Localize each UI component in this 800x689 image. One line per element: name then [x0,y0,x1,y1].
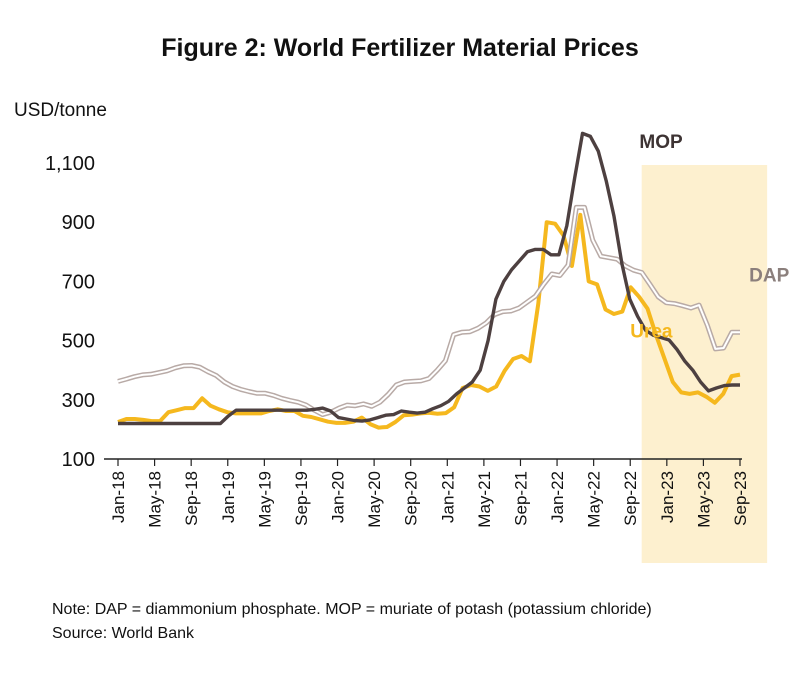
chart-source: Source: World Bank [52,625,194,642]
y-tick-label: 1,100 [45,153,95,175]
series-label-urea: Urea [630,322,673,343]
forecast-highlight-region [641,165,768,563]
y-tick-label: 300 [62,390,95,412]
x-tick-label: May-18 [146,471,165,528]
x-tick-label: Sep-21 [511,471,530,526]
series-line-urea [117,212,741,430]
chart-axes: 100 300 500 700 900 1,100 Jan-18 May-18 Sep-18 Ja… [45,153,750,528]
y-tick-label: 700 [62,271,95,293]
x-tick-label: May-19 [255,471,274,528]
series-labels: MOP DAP Urea [630,132,789,342]
x-tick-label: May-20 [365,471,384,528]
chart-note: Note: DAP = diammonium phosphate. MOP = … [52,601,652,618]
series-line-mop [118,131,740,426]
x-tick-label: May-23 [694,471,713,528]
x-tick-label: Sep-19 [292,471,311,526]
y-tick-label: 900 [62,212,95,234]
x-tick-label: Jan-19 [219,471,238,523]
x-tick-label: May-21 [475,471,494,528]
x-tick-label: Jan-22 [548,471,567,523]
y-tick-label: 500 [62,331,95,353]
x-tick-label: Sep-22 [621,471,640,526]
x-tick-label: Jan-20 [329,471,348,523]
x-tick-label: May-22 [585,471,604,528]
x-tick-label: Sep-18 [182,471,201,526]
series-label-dap: DAP [749,265,789,286]
x-tick-label: Sep-20 [402,471,421,526]
series-label-mop: MOP [639,132,683,153]
x-tick-label: Sep-23 [731,471,750,526]
chart-series [117,131,741,430]
x-tick-label: Jan-23 [658,471,677,523]
chart-title: Figure 2: World Fertilizer Material Pric… [161,34,639,62]
x-tick-label: Jan-18 [109,471,128,523]
y-tick-label: 100 [62,449,95,471]
y-axis-unit-label: USD/tonne [14,100,107,121]
highlight-rect [641,165,768,563]
series-line-dap-inner [117,206,740,416]
x-tick-label: Jan-21 [438,471,457,523]
